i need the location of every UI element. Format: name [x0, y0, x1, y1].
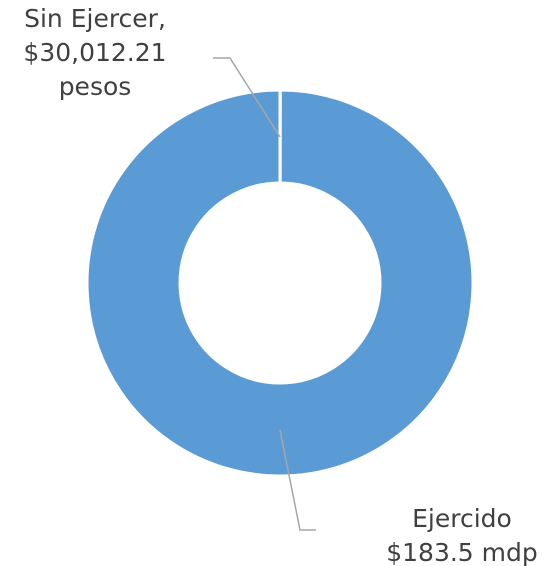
category-label: Sin Ejercer, [24, 4, 166, 33]
value-label: $183.5 mdp [386, 538, 538, 566]
data-label: Ejercido $183.5 mdp [375, 502, 549, 566]
category-label: Ejercido [412, 504, 512, 533]
value-label: $30,012.21 pesos [23, 38, 167, 101]
pie-slice [85, 88, 475, 478]
data-label: Sin Ejercer, $30,012.21 pesos [0, 2, 190, 104]
leader-line [213, 57, 281, 138]
leader-line [279, 429, 316, 531]
